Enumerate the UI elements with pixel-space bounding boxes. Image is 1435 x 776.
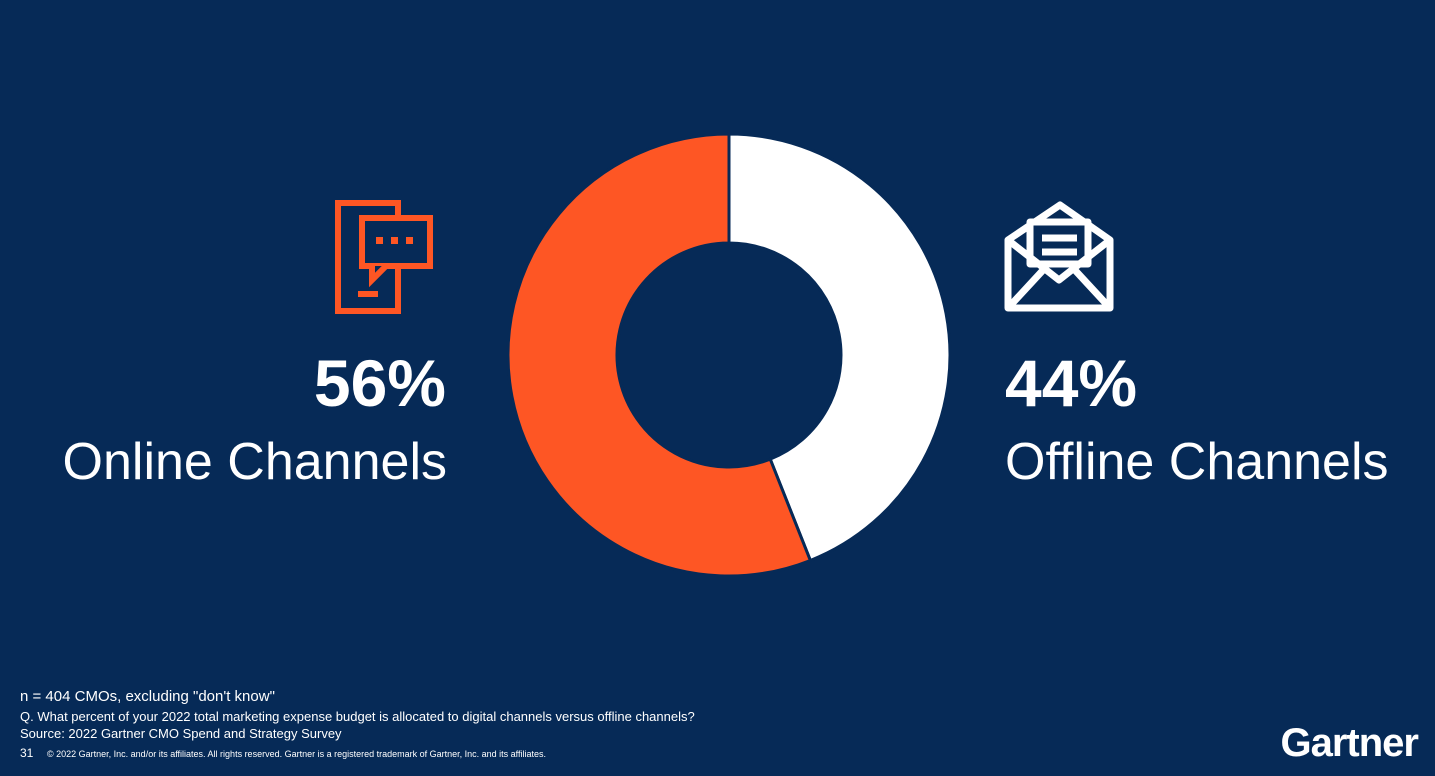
online-icon-dots — [376, 237, 413, 244]
category-label: Online Channels — [63, 433, 447, 491]
logo: Gartner — [1281, 721, 1419, 765]
donut-slice — [506, 132, 813, 578]
value-label: 44% — [1005, 346, 1137, 420]
page-number: 31 — [20, 746, 34, 760]
category-label: Offline Channels — [1005, 433, 1389, 491]
online-icon — [335, 200, 433, 314]
donut-slice — [727, 132, 952, 563]
value-label: 56% — [314, 346, 446, 420]
source: Source: 2022 Gartner CMO Spend and Strat… — [20, 726, 342, 741]
offline-icon — [1004, 201, 1114, 312]
note: n = 404 CMOs, excluding "don't know" — [20, 688, 275, 705]
copyright: © 2022 Gartner, Inc. and/or its affiliat… — [47, 749, 546, 759]
question: Q. What percent of your 2022 total marke… — [20, 709, 695, 724]
